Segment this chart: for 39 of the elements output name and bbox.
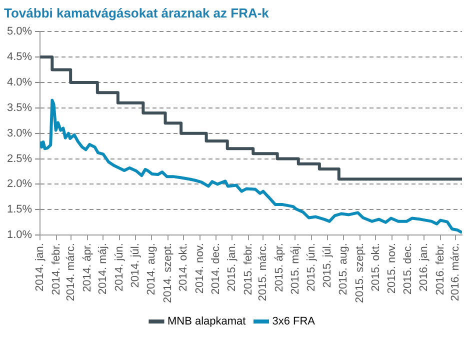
x-tick-label: 2015. okt.: [370, 243, 382, 292]
x-tick-label: 2014. máj.: [97, 243, 110, 294]
x-tick-label: 2014. szept.: [162, 243, 174, 304]
x-tick-label: 2015. febr.: [242, 243, 254, 296]
y-tick-label: 1.0%: [6, 229, 32, 242]
x-tick-label: 2014. febr.: [50, 243, 62, 296]
legend-label: MNB alapkamat: [167, 316, 246, 328]
x-tick-label: 2014. jún.: [114, 243, 126, 292]
x-tick-label: 2014. márc.: [65, 243, 78, 302]
y-tick-label: 2.0%: [6, 178, 32, 190]
x-tick-label: 2015. ápr.: [273, 243, 286, 292]
y-tick-label: 2.5%: [6, 152, 32, 165]
chart-title: További kamatvágásokat áraznak az FRA-k: [4, 5, 270, 20]
x-tick-label: 2015. szept.: [354, 243, 366, 304]
x-tick-label: 2016. márc.: [450, 243, 462, 302]
y-tick-label: 1.5%: [6, 204, 32, 216]
x-tick-label: 2014. okt.: [178, 243, 190, 292]
y-tick-label: 4.0%: [6, 76, 32, 88]
x-tick-label: 2015. máj.: [289, 243, 302, 294]
x-tick-label: 2015. jan.: [226, 243, 238, 292]
x-tick-label: 2015. jún.: [306, 243, 318, 292]
y-tick-label: 3.0%: [6, 127, 32, 140]
x-tick-label: 2015. júl.: [321, 243, 334, 288]
x-tick-label: 2014. aug.: [146, 243, 158, 296]
y-tick-label: 4.5%: [6, 51, 32, 64]
x-tick-label: 2015. aug.: [338, 243, 350, 296]
x-tick-label: 2015. dec.: [402, 243, 414, 294]
x-tick-label: 2016. jan.: [418, 243, 430, 292]
legend-label: 3x6 FRA: [272, 316, 316, 328]
x-tick-label: 2014. nov.: [194, 243, 206, 294]
x-tick-label: 2014. dec.: [210, 243, 222, 294]
y-tick-label: 3.5%: [6, 102, 32, 114]
y-tick-label: 5.0%: [6, 26, 32, 38]
x-tick-label: 2014. júl.: [129, 243, 142, 288]
x-tick-label: 2015. márc.: [257, 243, 270, 302]
x-tick-label: 2015. nov.: [386, 243, 398, 294]
x-tick-label: 2014. jan.: [34, 243, 46, 292]
x-tick-label: 2014. ápr.: [81, 243, 94, 292]
x-tick-label: 2016. febr.: [434, 243, 446, 296]
